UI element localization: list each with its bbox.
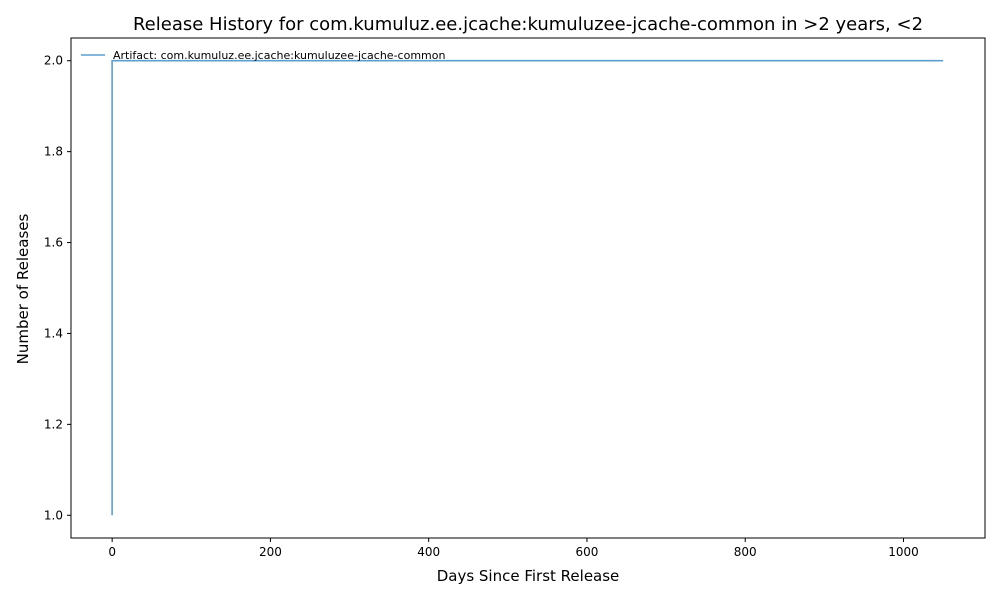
y-tick-label: 1.8 xyxy=(44,145,63,159)
x-tick-label: 200 xyxy=(259,545,282,559)
x-tick-label: 0 xyxy=(108,545,116,559)
legend-label: Artifact: com.kumuluz.ee.jcache:kumuluze… xyxy=(113,49,445,62)
x-tick-label: 1000 xyxy=(888,545,919,559)
x-axis-label: Days Since First Release xyxy=(437,567,620,585)
y-tick-label: 2.0 xyxy=(44,54,63,68)
y-tick-label: 1.4 xyxy=(44,326,63,340)
x-axis: 0 200 400 600 800 1000 xyxy=(108,538,919,559)
y-tick-label: 1.6 xyxy=(44,236,63,250)
y-axis: 1.0 1.2 1.4 1.6 1.8 2.0 xyxy=(44,54,71,522)
series-line xyxy=(111,59,944,516)
legend: Artifact: com.kumuluz.ee.jcache:kumuluze… xyxy=(81,49,445,62)
x-tick-label: 800 xyxy=(734,545,757,559)
chart-title: Release History for com.kumuluz.ee.jcach… xyxy=(133,14,923,35)
x-tick-label: 600 xyxy=(576,545,599,559)
y-tick-label: 1.2 xyxy=(44,417,63,431)
series-layer xyxy=(111,59,944,516)
y-tick-label: 1.0 xyxy=(44,508,63,522)
y-axis-label: Number of Releases xyxy=(14,213,32,364)
plot-frame xyxy=(70,37,986,539)
x-tick-label: 400 xyxy=(417,545,440,559)
